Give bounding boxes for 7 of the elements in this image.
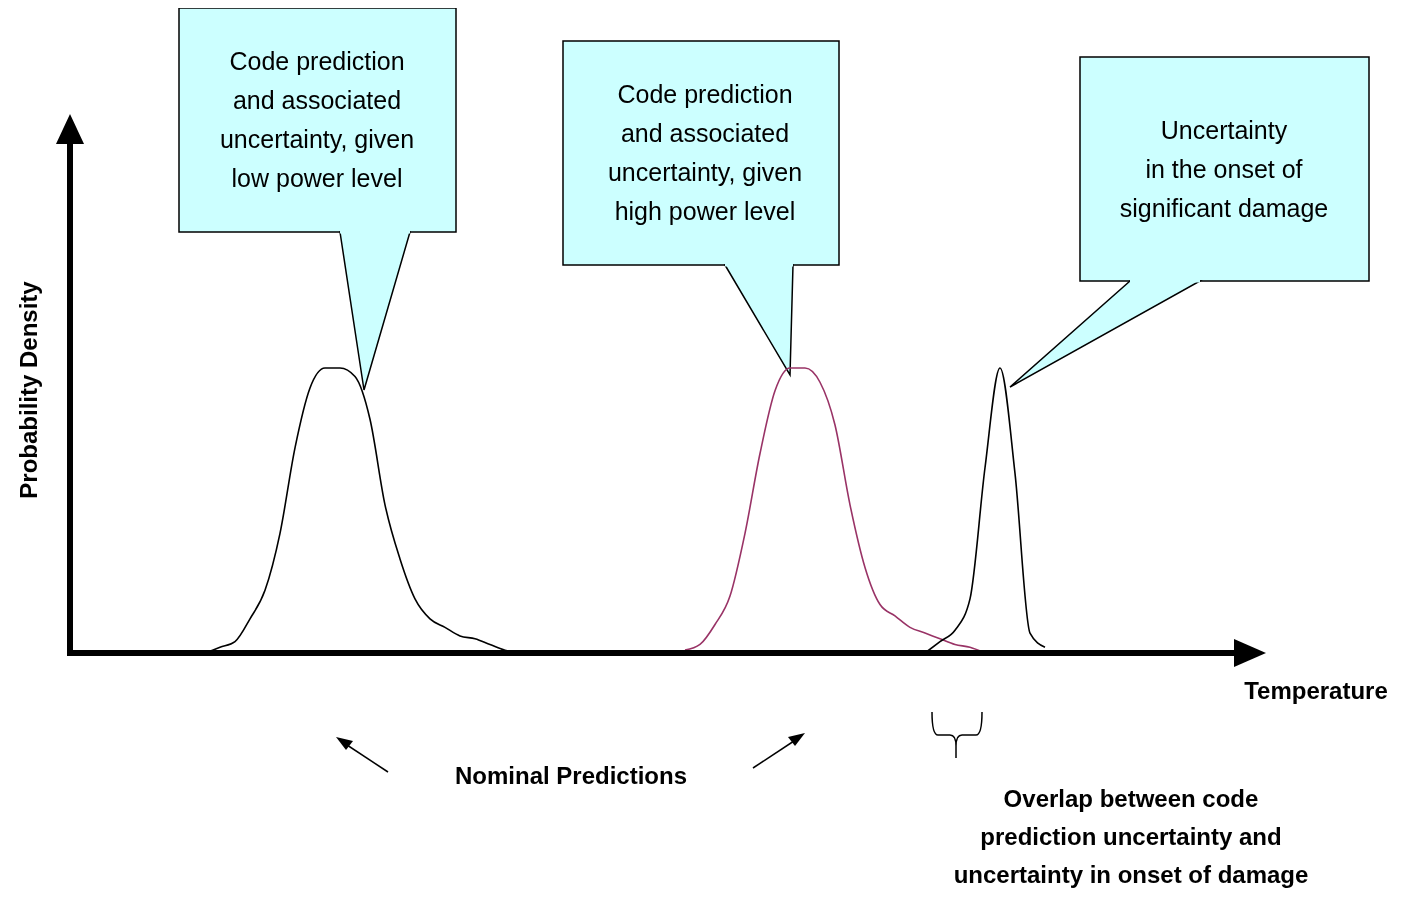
- x-axis-title: Temperature: [1244, 676, 1388, 704]
- y-axis-title: Probability Density: [14, 280, 42, 499]
- text: Uncertainty in the onset of significant damage: [1119, 116, 1329, 222]
- text: Code prediction and associated uncertainty, given high power level: [607, 80, 803, 225]
- text: Nominal Predictions: [454, 761, 688, 789]
- text: Code prediction and associated uncertainty, given low power level: [219, 47, 415, 192]
- text: Overlap between code prediction uncertainty and uncertainty in onset of damage: [953, 784, 1309, 888]
